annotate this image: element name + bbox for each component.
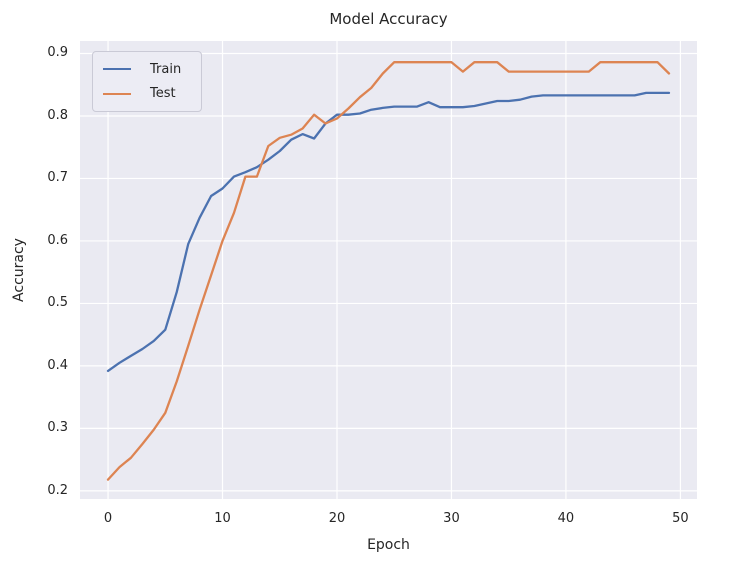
y-tick-label: 0.9 [47, 45, 68, 61]
y-tick-label: 0.4 [47, 357, 68, 373]
legend-label-train: Train [150, 61, 182, 77]
train-line-swatch-icon [103, 68, 131, 71]
y-tick-label: 0.2 [47, 482, 68, 498]
legend-item-train: Train [103, 62, 191, 77]
legend: Train Test [92, 51, 202, 112]
y-tick-label: 0.5 [47, 295, 68, 311]
x-tick-label: 20 [328, 511, 346, 526]
x-tick-label: 50 [672, 511, 689, 526]
chart-title: Model Accuracy [329, 10, 448, 28]
train-line [106, 91, 671, 373]
x-tick-label: 40 [557, 511, 575, 526]
y-tick-label: 0.7 [47, 170, 68, 186]
test-line-swatch-icon [103, 92, 131, 95]
y-tick-label: 0.6 [47, 232, 68, 248]
y-axis-label: Accuracy [11, 238, 27, 302]
x-tick-label: 10 [214, 511, 231, 526]
test-line [106, 61, 671, 481]
x-tick-label: 0 [103, 511, 113, 526]
x-axis-label: Epoch [367, 537, 410, 553]
y-tick-label: 0.3 [47, 420, 68, 436]
x-tick-label: 30 [443, 511, 460, 526]
y-tick-label: 0.8 [47, 107, 68, 123]
legend-item-test: Test [103, 86, 191, 101]
legend-label-test: Test [150, 86, 176, 102]
